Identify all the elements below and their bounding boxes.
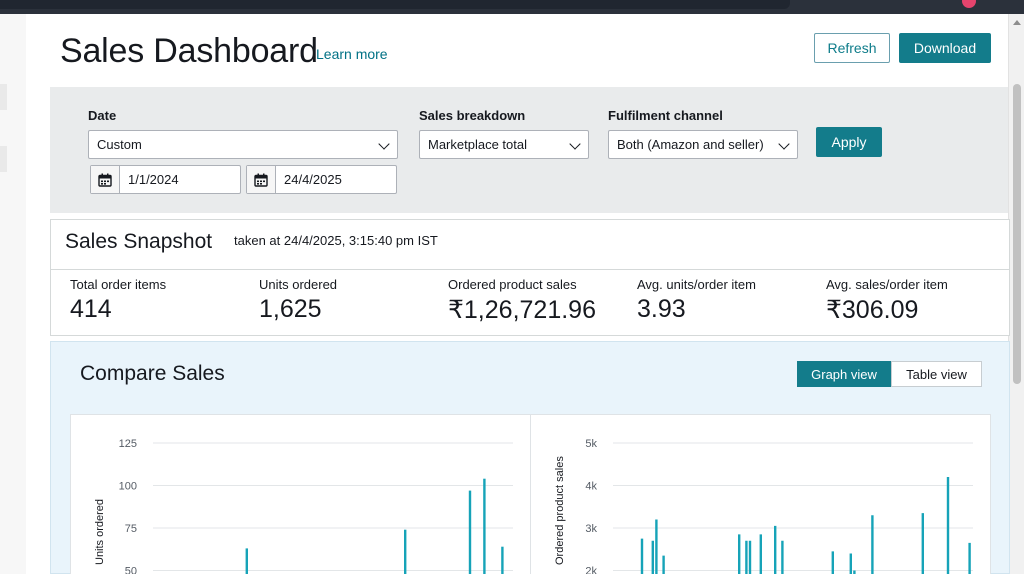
filter-panel: Date Custom 1/1/2024 24/4/2025 Sales bre… [50, 87, 1008, 213]
table-view-toggle[interactable]: Table view [891, 361, 982, 387]
scrollbar-thumb[interactable] [1013, 84, 1021, 384]
graph-view-toggle[interactable]: Graph view [797, 361, 891, 387]
chevron-down-icon [569, 138, 581, 150]
fulfilment-channel-label: Fulfilment channel [608, 108, 723, 123]
end-date-field[interactable]: 24/4/2025 [246, 165, 397, 194]
metric-value: 414 [70, 295, 112, 323]
chart-bar[interactable] [946, 477, 950, 574]
snapshot-title: Sales Snapshot [65, 230, 213, 253]
metric-value: 3.93 [637, 295, 686, 323]
chart-bar[interactable] [968, 542, 971, 574]
chart-bar[interactable] [748, 540, 752, 574]
download-button[interactable]: Download [899, 33, 991, 63]
chart-bar[interactable] [651, 540, 654, 574]
dashboard-page: Sales Dashboard Learn more Refresh Downl… [26, 14, 1010, 574]
y-tick-label: 2k [585, 566, 597, 574]
left-rail-marker [0, 146, 7, 172]
metric-avg-sales-per-order-item: Avg. sales/order item ₹306.09 [826, 277, 948, 325]
fulfilment-channel-value: Both (Amazon and seller) [617, 137, 764, 152]
profile-avatar[interactable] [962, 0, 976, 8]
chart-bar[interactable] [404, 529, 407, 574]
metric-label: Total order items [70, 277, 167, 292]
y-tick-label: 75 [125, 523, 137, 535]
metric-value: ₹1,26,721.96 [448, 296, 596, 324]
calendar-icon[interactable] [91, 166, 120, 193]
y-tick-label: 125 [119, 438, 137, 450]
chart-bar[interactable] [774, 525, 777, 574]
date-label: Date [88, 108, 117, 123]
chart-bar[interactable] [501, 546, 504, 574]
units-ordered-chart-panel: 125 100 75 50 Units ordered [70, 414, 531, 574]
chevron-down-icon [378, 138, 390, 150]
apply-button[interactable]: Apply [816, 127, 882, 157]
metric-label: Avg. units/order item [637, 277, 756, 292]
chart-bar[interactable] [655, 519, 658, 574]
chevron-down-icon [778, 138, 790, 150]
calendar-icon[interactable] [247, 166, 276, 193]
metric-units-ordered: Units ordered 1,625 [259, 277, 337, 324]
page-title: Sales Dashboard [60, 32, 318, 70]
chart-bar[interactable] [871, 515, 874, 574]
chart-bar[interactable] [745, 540, 748, 574]
chart-bar[interactable] [483, 478, 486, 574]
chart-bar[interactable] [759, 534, 762, 574]
compare-sales-card: Compare Sales Graph view Table view 125 1… [50, 341, 1010, 574]
metric-ordered-product-sales: Ordered product sales ₹1,26,721.96 [448, 277, 596, 325]
page-scrollbar[interactable] [1008, 14, 1024, 574]
chart-bar[interactable] [662, 555, 665, 574]
sales-snapshot-card: Sales Snapshot taken at 24/4/2025, 3:15:… [50, 219, 1010, 336]
y-tick-label: 100 [119, 481, 137, 493]
scroll-up-icon[interactable] [1013, 20, 1021, 25]
chart-bar[interactable] [245, 548, 248, 574]
chart-bar[interactable] [853, 570, 856, 574]
browser-address-strip [0, 0, 790, 9]
metric-label: Ordered product sales [448, 277, 577, 292]
metric-label: Avg. sales/order item [826, 277, 948, 292]
chart-bar[interactable] [831, 551, 834, 574]
units-ordered-chart: 125 100 75 50 Units ordered [94, 438, 513, 574]
divider [51, 269, 1009, 270]
left-rail [0, 14, 26, 574]
y-tick-label: 50 [125, 566, 137, 574]
learn-more-link[interactable]: Learn more [316, 46, 388, 62]
chart-bar[interactable] [781, 540, 784, 574]
sales-breakdown-value: Marketplace total [428, 137, 527, 152]
date-range-value: Custom [97, 137, 142, 152]
chart-bar[interactable] [468, 490, 472, 574]
chart-bar[interactable] [640, 538, 644, 574]
metric-value: ₹306.09 [826, 296, 919, 324]
sales-breakdown-label: Sales breakdown [419, 108, 526, 123]
y-axis-label: Ordered product sales [554, 456, 566, 565]
metric-total-order-items: Total order items 414 [70, 277, 166, 324]
sales-breakdown-select[interactable]: Marketplace total [419, 130, 589, 159]
y-tick-label: 4k [585, 481, 597, 493]
ordered-product-sales-chart: 5k 4k 3k 2k Ordered product sales [554, 438, 973, 574]
chart-bar[interactable] [849, 553, 852, 574]
metric-value: 1,625 [259, 295, 322, 323]
y-tick-label: 5k [585, 438, 597, 450]
browser-top-bar [0, 0, 1024, 14]
ordered-product-sales-chart-panel: 5k 4k 3k 2k Ordered product sales [530, 414, 991, 574]
chart-bar[interactable] [921, 513, 924, 574]
end-date-value: 24/4/2025 [284, 172, 342, 187]
start-date-field[interactable]: 1/1/2024 [90, 165, 241, 194]
left-rail-marker [0, 84, 7, 110]
refresh-button[interactable]: Refresh [814, 33, 890, 63]
metric-avg-units-per-order-item: Avg. units/order item 3.93 [637, 277, 756, 324]
date-range-select[interactable]: Custom [88, 130, 398, 159]
chart-bar[interactable] [738, 534, 741, 574]
y-tick-label: 3k [585, 523, 597, 535]
compare-sales-title: Compare Sales [80, 362, 225, 385]
fulfilment-channel-select[interactable]: Both (Amazon and seller) [608, 130, 798, 159]
snapshot-timestamp: taken at 24/4/2025, 3:15:40 pm IST [234, 233, 438, 248]
y-axis-label: Units ordered [94, 499, 106, 565]
metric-label: Units ordered [259, 277, 338, 292]
start-date-value: 1/1/2024 [128, 172, 179, 187]
